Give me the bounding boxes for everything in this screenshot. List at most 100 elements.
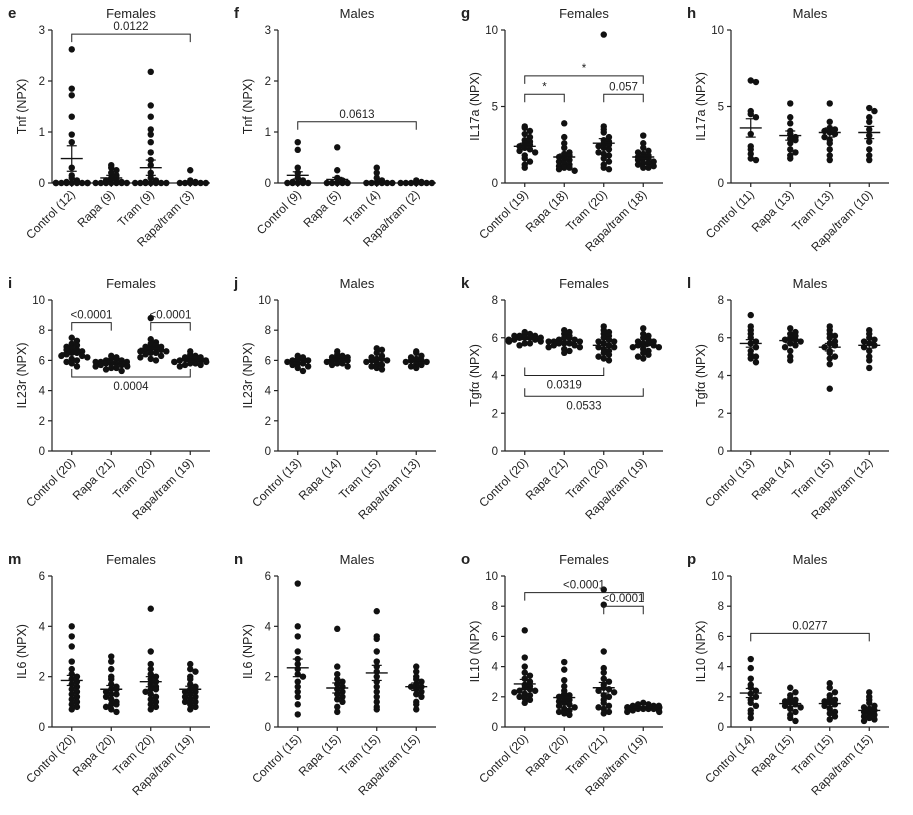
data-point: [344, 363, 351, 370]
y-axis-label: Tnf (NPX): [15, 79, 29, 135]
data-point: [73, 703, 81, 711]
bracket-line: [150, 322, 191, 331]
data-point: [152, 686, 160, 693]
data-point: [373, 345, 380, 352]
data-point: [752, 78, 760, 86]
data-point: [561, 349, 568, 357]
data-point: [68, 696, 75, 703]
data-point: [831, 353, 839, 360]
data-point: [334, 351, 341, 358]
data-point: [113, 701, 120, 708]
data-point: [752, 353, 760, 360]
data-point: [747, 355, 754, 362]
data-point: [373, 169, 380, 176]
data-point: [831, 332, 839, 340]
y-tick-label: 4: [718, 662, 725, 674]
panel-title: Males: [793, 6, 828, 21]
data-point: [339, 698, 346, 706]
data-point: [413, 364, 420, 372]
panel-title: Females: [106, 6, 156, 21]
category-label: Control (19): [476, 187, 531, 242]
data-point: [624, 708, 631, 716]
data-point: [831, 130, 839, 138]
data-point: [561, 140, 568, 147]
data-point: [860, 338, 868, 345]
data-point: [871, 107, 878, 115]
bracket-line: [71, 369, 191, 378]
category-label: Rapa (18): [523, 187, 571, 235]
data-point: [142, 688, 149, 695]
data-point: [792, 149, 799, 156]
data-point: [334, 703, 341, 711]
panel-title: Females: [106, 276, 156, 291]
data-point: [640, 140, 647, 147]
panel-title: Males: [340, 6, 375, 21]
significance-bracket: *: [524, 63, 644, 84]
data-point: [521, 663, 528, 670]
y-tick-label: 0: [265, 446, 271, 458]
data-point: [826, 146, 833, 153]
data-point: [566, 156, 573, 164]
y-tick-label: 1: [39, 127, 45, 139]
data-point: [787, 705, 794, 713]
data-point: [304, 179, 312, 187]
data-point: [289, 179, 296, 187]
panel-letter: l: [687, 275, 691, 292]
p-value-label: <0.0001: [71, 310, 113, 322]
data-point: [373, 364, 380, 372]
y-tick-label: 6: [265, 571, 271, 583]
data-point: [68, 691, 75, 698]
data-point: [826, 695, 833, 702]
data-point: [334, 663, 341, 670]
data-point: [561, 658, 568, 666]
data-point: [787, 684, 794, 691]
data-point: [68, 340, 75, 347]
data-point: [68, 633, 75, 640]
data-point: [147, 660, 154, 668]
data-point: [68, 706, 75, 713]
data-point: [163, 348, 170, 355]
category-label: Control (13): [702, 455, 757, 510]
data-point: [284, 179, 291, 187]
significance-bracket: 0.0004: [71, 369, 191, 393]
data-point: [344, 357, 351, 364]
data-point: [650, 162, 657, 170]
data-point: [373, 688, 380, 695]
data-point: [561, 144, 568, 152]
y-tick-label: 2: [718, 408, 724, 420]
data-point: [866, 118, 873, 126]
data-point: [363, 179, 370, 187]
data-point: [187, 696, 194, 703]
y-tick-label: 6: [265, 355, 271, 367]
data-point: [566, 711, 573, 719]
data-point: [561, 690, 568, 697]
panel-letter: h: [687, 5, 696, 22]
significance-bracket: <0.0001: [603, 593, 644, 615]
data-point: [600, 164, 607, 171]
category-label: Control (11): [703, 187, 757, 241]
data-point: [118, 179, 125, 187]
data-point: [147, 102, 154, 109]
y-axis-label: IL17a (NPX): [694, 72, 708, 141]
data-point: [147, 179, 154, 187]
data-point: [866, 357, 873, 364]
data-point: [747, 710, 754, 717]
data-point: [650, 158, 657, 165]
panel-letter: f: [234, 5, 240, 22]
data-point: [294, 623, 301, 630]
data-point: [181, 698, 189, 706]
data-point: [781, 343, 789, 351]
y-tick-label: 0: [265, 722, 271, 734]
data-point: [147, 665, 154, 673]
data-point: [334, 675, 341, 683]
data-point: [152, 698, 160, 706]
y-tick-label: 6: [718, 333, 724, 345]
data-point: [334, 360, 341, 367]
data-point: [187, 660, 194, 668]
y-axis-label: IL10 (NPX): [468, 621, 482, 683]
y-tick-label: 8: [492, 601, 498, 613]
data-point: [68, 643, 75, 650]
data-point: [871, 702, 878, 710]
data-point: [866, 152, 873, 159]
data-point: [561, 699, 568, 707]
